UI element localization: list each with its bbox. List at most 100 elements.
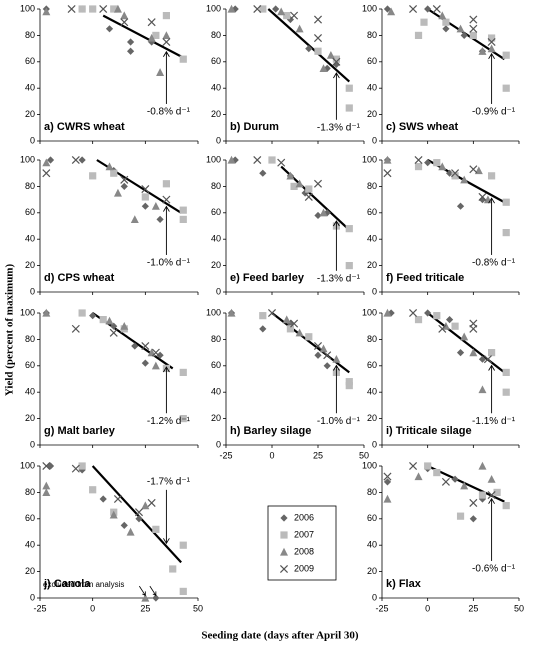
y-tick-label: 80 — [367, 30, 377, 40]
y-tick-label: 20 — [367, 413, 377, 423]
point — [253, 4, 262, 14]
point — [438, 162, 447, 171]
y-tick-label: 100 — [20, 460, 35, 470]
point — [478, 461, 487, 470]
point — [323, 362, 331, 370]
point — [152, 525, 160, 533]
point — [409, 308, 418, 318]
point — [110, 169, 118, 177]
y-tick-label: 20 — [367, 566, 377, 576]
point — [314, 351, 322, 359]
point — [445, 316, 454, 324]
point — [277, 7, 286, 16]
point — [151, 348, 160, 357]
point — [313, 15, 323, 24]
point — [469, 515, 477, 523]
y-tick-label: 80 — [367, 334, 377, 344]
point — [286, 15, 294, 24]
y-tick-label: 0 — [372, 439, 377, 449]
y-tick-label: 20 — [367, 260, 377, 270]
point — [156, 68, 165, 76]
point — [460, 481, 469, 490]
point — [502, 388, 510, 396]
point — [105, 162, 114, 171]
slope-annotation: -0.8% d⁻¹ — [147, 107, 191, 118]
point — [179, 368, 187, 376]
panel-title: d) CPS wheat — [44, 272, 115, 284]
point — [460, 332, 469, 341]
point — [156, 215, 164, 223]
point — [460, 31, 468, 39]
point — [259, 325, 267, 333]
point — [409, 4, 418, 14]
arrow-head — [163, 538, 170, 545]
point — [488, 349, 496, 357]
point — [432, 4, 441, 14]
point — [332, 57, 341, 66]
point — [259, 169, 267, 177]
y-tick-label: 60 — [25, 56, 35, 66]
point — [179, 415, 187, 423]
y-tick-label: 80 — [25, 181, 35, 191]
point — [286, 325, 294, 333]
point — [478, 385, 487, 394]
y-tick-label: 80 — [25, 30, 35, 40]
arrow-head — [163, 50, 170, 58]
point — [319, 344, 328, 353]
x-tick-label: 0 — [425, 603, 430, 613]
point — [441, 477, 450, 486]
note-arrow — [149, 585, 157, 596]
y-tick-label: 20 — [25, 109, 35, 119]
point — [162, 31, 171, 39]
point — [304, 192, 313, 201]
x-tick-label: 25 — [140, 603, 150, 613]
point — [469, 15, 478, 24]
point — [151, 202, 160, 210]
y-tick-label: 60 — [367, 360, 377, 370]
point — [424, 5, 432, 13]
point — [147, 33, 156, 42]
x-tick-label: 0 — [269, 450, 274, 460]
point — [295, 179, 304, 188]
point — [120, 18, 129, 27]
point — [131, 342, 139, 350]
point — [332, 55, 340, 63]
point — [42, 488, 51, 496]
y-tick-label: 40 — [367, 234, 377, 244]
y-tick-label: 80 — [211, 30, 221, 40]
point — [345, 262, 353, 270]
point — [456, 512, 465, 520]
point — [323, 64, 331, 72]
point — [433, 469, 441, 477]
y-tick-label: 40 — [367, 540, 377, 550]
point — [147, 18, 156, 27]
y-tick-label: 100 — [206, 3, 221, 13]
point — [469, 498, 478, 507]
point — [438, 11, 447, 20]
x-tick-label: 0 — [90, 603, 95, 613]
y-tick-label: 100 — [20, 307, 35, 317]
point — [487, 37, 496, 47]
point — [71, 324, 80, 333]
point — [286, 171, 295, 180]
point — [152, 31, 160, 39]
point — [478, 192, 487, 201]
arrow-head — [333, 72, 340, 79]
point — [295, 24, 304, 33]
point — [277, 158, 286, 167]
point — [141, 202, 149, 210]
y-tick-label: 20 — [211, 109, 221, 119]
point — [387, 7, 396, 16]
y-tick-label: 80 — [25, 487, 35, 497]
y-tick-label: 60 — [25, 360, 35, 370]
point — [487, 475, 496, 483]
point — [502, 502, 510, 510]
point — [345, 378, 353, 386]
point — [502, 198, 510, 206]
point — [78, 5, 86, 13]
y-tick-label: 60 — [367, 513, 377, 523]
point — [433, 159, 441, 167]
legend-marker — [280, 514, 288, 522]
arrow-head — [333, 364, 340, 371]
legend-label: 2007 — [294, 529, 314, 539]
